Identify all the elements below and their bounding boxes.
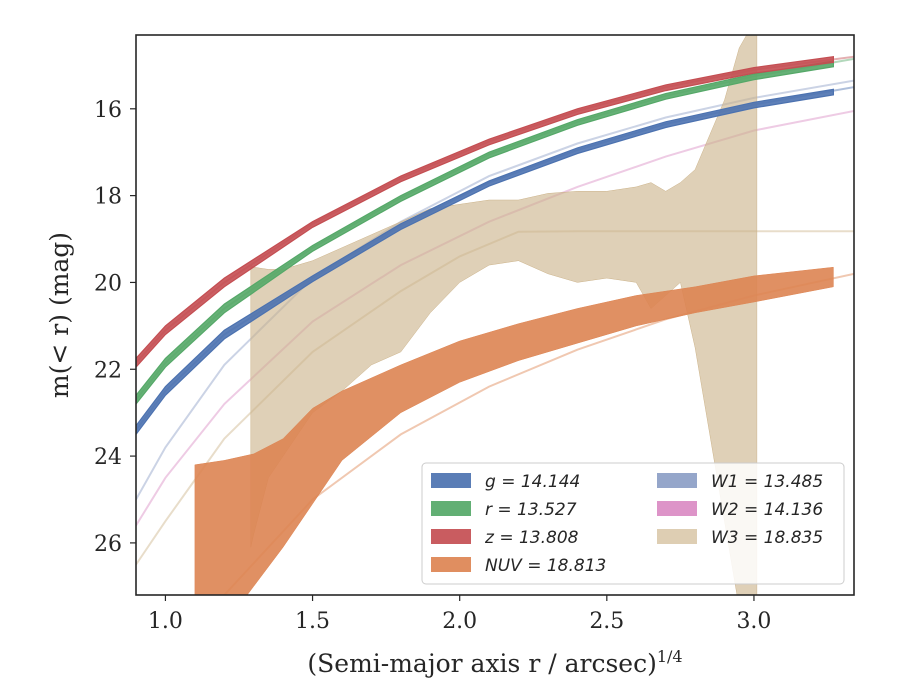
bands-layer <box>136 35 835 595</box>
y-tick-label: 26 <box>94 532 122 557</box>
x-axis: 1.0 1.5 2.0 2.5 3.0 <box>148 595 771 634</box>
legend-swatch-w2 <box>657 501 697 516</box>
x-tick-label: 3.0 <box>736 609 771 634</box>
x-axis-label-main: (Semi-major axis r / arcsec) <box>307 649 656 678</box>
y-axis: 16 18 20 22 24 26 <box>94 98 136 557</box>
y-tick-label: 18 <box>94 185 122 210</box>
y-tick-label: 24 <box>94 445 122 470</box>
series-r-band <box>136 60 835 405</box>
legend-swatch-z <box>431 529 471 544</box>
x-axis-label: (Semi-major axis r / arcsec)1/4 <box>307 647 682 678</box>
x-tick-label: 2.5 <box>589 609 624 634</box>
y-axis-label: m(< r) (mag) <box>45 232 74 398</box>
legend-swatch-nuv <box>431 557 471 572</box>
legend-swatch-g <box>431 473 471 488</box>
y-tick-label: 20 <box>94 271 122 296</box>
series-z-band <box>136 56 835 368</box>
series-w1-faint-line <box>136 79 854 500</box>
x-tick-label: 1.0 <box>148 609 183 634</box>
legend-entry-nuv: NUV = 18.813 <box>485 556 606 576</box>
legend-swatch-r <box>431 501 471 516</box>
legend-entry-z: z = 13.808 <box>484 528 579 548</box>
legend-swatch-w3 <box>657 529 697 544</box>
legend-entry-r: r = 13.527 <box>485 500 577 520</box>
series-nuv-band <box>194 266 834 595</box>
legend-entry-w2: W2 = 14.136 <box>711 500 823 520</box>
legend-entry-g: g = 14.144 <box>485 472 580 492</box>
y-tick-label: 22 <box>94 358 122 383</box>
legend-swatch-w1 <box>657 473 697 488</box>
legend-frame <box>421 462 845 585</box>
plot-frame <box>135 34 855 596</box>
y-tick-label: 16 <box>94 98 122 123</box>
legend-entry-w1: W1 = 13.485 <box>711 472 823 492</box>
series-g-band <box>136 88 835 436</box>
x-axis-label-superscript: 1/4 <box>657 647 683 666</box>
legend: g = 14.144 r = 13.527 z = 13.808 NUV = 18.8… <box>421 462 845 585</box>
x-tick-label: 2.0 <box>442 609 477 634</box>
x-tick-label: 1.5 <box>295 609 330 634</box>
legend-entry-w3: W3 = 18.835 <box>711 528 823 548</box>
